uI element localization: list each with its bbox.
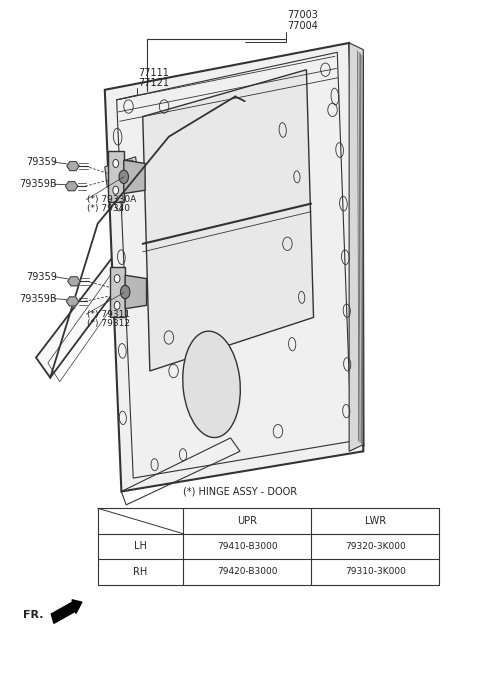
Circle shape [120,286,130,298]
Polygon shape [65,182,78,191]
Text: 77111: 77111 [138,68,169,78]
Text: 79359B: 79359B [19,179,57,189]
Text: 79420-B3000: 79420-B3000 [217,567,277,576]
Polygon shape [124,160,145,194]
Circle shape [114,301,120,309]
Text: 79310-3K000: 79310-3K000 [345,567,406,576]
Text: 79410-B3000: 79410-B3000 [217,542,277,551]
Text: 77121: 77121 [138,78,169,88]
Text: LH: LH [134,541,147,551]
Text: (*) 79330A: (*) 79330A [87,195,136,204]
Text: 77004: 77004 [288,21,318,31]
Polygon shape [36,97,250,378]
Text: (*) 79311: (*) 79311 [87,310,131,319]
Text: 77003: 77003 [288,10,318,20]
Polygon shape [143,70,313,371]
Polygon shape [108,151,124,202]
Polygon shape [68,277,80,286]
Polygon shape [349,43,363,452]
Text: UPR: UPR [237,516,257,526]
Ellipse shape [183,331,240,437]
Text: (*) 79312: (*) 79312 [87,319,130,328]
Polygon shape [117,53,351,478]
Text: 79359: 79359 [26,157,58,167]
Circle shape [113,159,119,167]
Text: FR.: FR. [23,610,43,620]
Text: LWR: LWR [365,516,386,526]
Polygon shape [109,267,125,317]
Text: (*) 79340: (*) 79340 [87,205,130,213]
Circle shape [114,275,120,283]
Polygon shape [125,275,146,308]
Polygon shape [105,43,363,491]
Text: RH: RH [133,567,147,577]
Text: 79359: 79359 [26,271,58,281]
Circle shape [113,186,119,194]
Circle shape [119,170,129,184]
Text: 79359B: 79359B [19,294,57,304]
Polygon shape [105,157,138,187]
FancyArrow shape [51,600,82,623]
Text: (*) HINGE ASSY - DOOR: (*) HINGE ASSY - DOOR [183,486,297,496]
Polygon shape [67,161,79,171]
Polygon shape [66,297,79,306]
Text: 79320-3K000: 79320-3K000 [345,542,406,551]
Polygon shape [111,281,143,311]
